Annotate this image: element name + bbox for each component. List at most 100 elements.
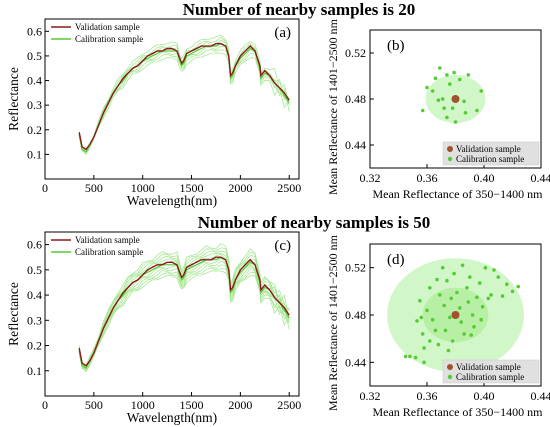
calibration-point [436,342,441,347]
x-tick-label: 0.36 [417,171,438,185]
legend-calibration-label: Calibration sample [75,34,143,44]
calibration-point [448,315,452,320]
calibration-point [415,319,419,323]
legend-validation-label: Validation sample [75,22,140,32]
calibration-point [435,277,439,282]
calibration-point [448,82,452,86]
calibration-point [460,263,465,268]
calibration-point [462,332,466,336]
x-axis-label: Wavelength(nm) [127,193,217,208]
calibration-point [453,120,458,124]
legend-validation-label: Validation sample [456,144,521,154]
y-tick-label: 0.1 [27,364,42,378]
calibration-point [516,284,520,289]
y-tick-label: 0.4 [27,288,42,302]
x-tick-label: 0.44 [531,171,550,185]
y-tick-label: 0.52 [345,46,366,60]
calibration-point [442,106,446,110]
calibration-point [475,295,479,300]
validation-point [451,95,460,103]
calibration-point [440,265,445,270]
panel-b: 0.44 0.48 0.52 0.32 0.36 0.40 0.44 Validation s… [326,18,550,201]
panel-label: (b) [387,38,405,54]
y-tick-label: 0.48 [345,308,366,322]
x-tick-label: 2000 [228,181,252,195]
calibration-point [438,66,442,70]
x-tick-label: 2500 [277,181,301,195]
calibration-point [462,99,466,104]
calibration-point [450,106,455,110]
y-tick-label: 0.5 [27,49,42,63]
calibration-spectrum-line [78,34,290,150]
legend-calibration-swatch [447,156,453,162]
x-axis-label: Mean Reflectance of 350−1400 nm [372,187,543,201]
panel-label: (c) [274,238,291,254]
calibration-point [477,281,482,285]
calibration-point [445,278,449,283]
calibration-point [420,332,425,336]
top-title: Number of nearby samples is 20 [183,0,416,19]
legend-calibration-swatch [447,374,453,380]
x-tick-label: 1500 [180,181,204,195]
calibration-spectrum-line [78,52,290,155]
y-tick-label: 0.3 [27,98,42,112]
x-tick-label: 0 [42,181,48,195]
calibration-point [463,111,468,115]
calibration-point [446,348,451,353]
calibration-spectrum-line [78,36,290,151]
calibration-point [422,360,426,365]
calibration-point [465,286,469,290]
calibration-point [480,304,485,309]
y-tick-label: 0.3 [27,313,42,327]
x-tick-label: 1500 [180,398,204,412]
panel-label: (a) [274,25,291,41]
x-tick-label: 500 [85,181,103,195]
calibration-point [433,328,438,333]
calibration-point [419,315,424,320]
panel-d: 0.44 0.48 0.52 0.32 0.36 0.40 0.44 Validation s… [326,234,550,419]
y-axis-label: Mean Reflectance of 1401−2500 nm [326,234,340,411]
calibration-point [422,346,426,350]
legend-calibration-label: Calibration sample [456,154,524,164]
calibration-point [445,115,449,120]
y-axis-label: Mean Reflectance of 1401−2500 nm [326,18,340,195]
calibration-point [505,282,509,287]
x-tick-label: 2500 [277,398,301,412]
y-tick-label: 0.52 [345,261,366,275]
y-axis-label: Reflectance [6,282,21,346]
calibration-point [425,308,429,313]
calibration-point [440,97,445,101]
legend-calibration-label: Calibration sample [75,247,143,257]
y-tick-label: 0.44 [345,355,366,369]
calibration-point [403,354,408,359]
panel-c: 0.1 0.2 0.3 0.4 0.5 0.6 0 500 1000 1500 2000 2500 Va… [6,231,301,425]
x-tick-label: 0.40 [474,389,495,403]
calibration-point [436,98,441,102]
y-tick-label: 0.48 [345,92,366,106]
calibration-point [428,286,432,290]
validation-point [451,311,460,319]
calibration-point [442,303,446,308]
x-tick-label: 1000 [131,398,155,412]
calibration-point [496,275,501,279]
panel-a: 0.1 0.2 0.3 0.4 0.5 0.6 0 500 1000 1500 2000 2500 Va… [6,18,301,208]
calibration-point [510,289,515,294]
calibration-point [458,306,462,310]
calibration-point [408,354,412,359]
calibration-point [449,296,454,301]
calibration-point [420,108,425,113]
calibration-point [479,89,484,93]
x-tick-label: 0.44 [531,389,550,403]
x-axis-label: Mean Reflectance of 350−1400 nm [372,405,543,419]
y-axis-label: Reflectance [6,67,21,131]
x-tick-label: 500 [85,398,103,412]
y-tick-label: 0.44 [345,138,366,152]
y-tick-label: 0.2 [27,123,42,137]
calibration-spectrum-line [78,270,290,372]
calibration-point [486,296,491,301]
calibration-point [458,77,462,82]
y-tick-label: 0.1 [27,147,42,161]
calibration-point [489,293,493,297]
calibration-point [425,85,429,90]
